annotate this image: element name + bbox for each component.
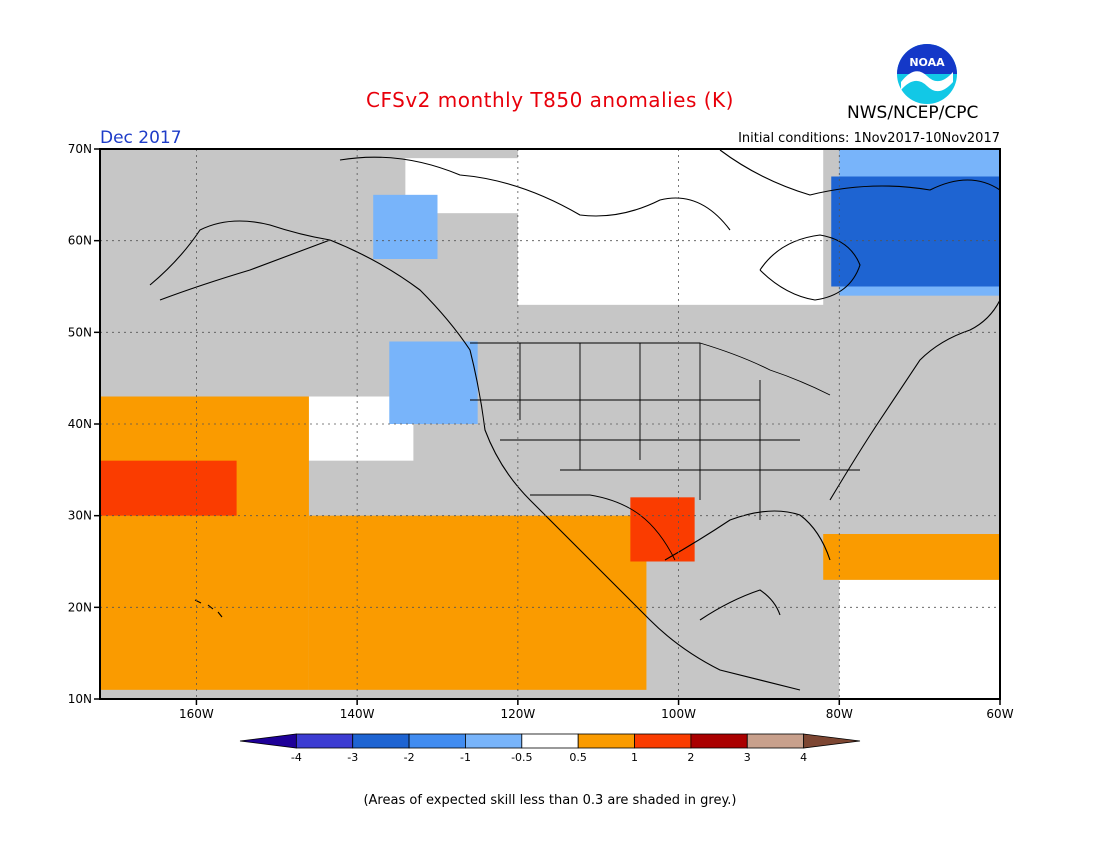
legend-swatch xyxy=(521,733,579,749)
anomaly-region-8 xyxy=(100,396,309,690)
lon-tick-label: 60W xyxy=(986,707,1013,721)
legend-label: 0.5 xyxy=(569,751,587,764)
legend-label: -4 xyxy=(291,751,302,764)
initial-conditions: Initial conditions: 1Nov2017-10Nov2017 xyxy=(738,131,1000,146)
skill-footnote: (Areas of expected skill less than 0.3 a… xyxy=(363,793,737,808)
state-lines xyxy=(470,343,860,520)
lat-tick-label: 50N xyxy=(68,325,92,339)
color-legend: -4 -3 -2 -1 -0.5 0.5 1 2 3 4 xyxy=(239,733,861,764)
noaa-logo: NOAA xyxy=(897,44,957,104)
lon-tick-label: 120W xyxy=(500,707,535,721)
anomaly-region-3 xyxy=(839,579,1000,699)
legend-swatch xyxy=(746,733,805,749)
forecast-period: Dec 2017 xyxy=(100,128,182,148)
anomaly-region-9 xyxy=(308,515,647,690)
hawaii-islands xyxy=(194,599,223,618)
legend-swatch xyxy=(408,733,466,749)
legend-label: 3 xyxy=(744,751,751,764)
lon-tick-label: 140W xyxy=(340,707,375,721)
legend-swatch xyxy=(352,733,410,749)
anomaly-map: 160W 140W 120W 100W 80W 60W 10N 20N 30N 40N 50N 60N… xyxy=(68,142,1014,721)
chart-title: CFSv2 monthly T850 anomalies (K) xyxy=(366,88,734,112)
lat-tick-label: 30N xyxy=(68,509,92,523)
legend-label: 2 xyxy=(687,751,694,764)
lat-tick-label: 40N xyxy=(68,417,92,431)
us-mexico-border xyxy=(530,494,676,561)
lat-tick-label: 10N xyxy=(68,692,92,706)
coastline-arctic xyxy=(339,149,1000,231)
anomaly-region-6 xyxy=(373,194,438,259)
anomaly-region-11 xyxy=(100,460,237,516)
legend-label: 4 xyxy=(800,751,807,764)
anomaly-region-7 xyxy=(831,176,1000,287)
lat-tick-label: 60N xyxy=(68,234,92,248)
legend-label: -3 xyxy=(347,751,358,764)
legend-swatch xyxy=(577,733,635,749)
coastline-alaska xyxy=(149,220,331,301)
anomaly-region-12 xyxy=(630,497,695,562)
lon-tick-label: 80W xyxy=(826,707,853,721)
us-canada-border xyxy=(470,342,831,396)
agency-label: NWS/NCEP/CPC xyxy=(847,103,979,123)
lon-tick-label: 100W xyxy=(661,707,696,721)
anomaly-region-5 xyxy=(389,341,478,424)
lon-tick-label: 160W xyxy=(179,707,214,721)
lat-tick-label: 20N xyxy=(68,600,92,614)
legend-label: -2 xyxy=(404,751,415,764)
legend-swatch xyxy=(690,733,748,749)
coastline-pacific-northwest xyxy=(329,239,801,691)
legend-arrow-high xyxy=(803,733,861,749)
legend-swatch xyxy=(465,733,523,749)
coastline-hudson-bay xyxy=(759,234,861,301)
lat-tick-label: 70N xyxy=(68,142,92,156)
coastline-gulf xyxy=(664,510,831,621)
coastline-atlantic xyxy=(829,299,1000,501)
anomaly-region-10 xyxy=(823,534,1000,580)
legend-label: -1 xyxy=(460,751,471,764)
legend-arrow-low xyxy=(239,733,297,749)
legend-label: -0.5 xyxy=(511,751,532,764)
legend-swatch xyxy=(634,733,692,749)
legend-label: 1 xyxy=(631,751,638,764)
legend-swatch xyxy=(295,733,354,749)
noaa-logo-text: NOAA xyxy=(909,56,945,69)
